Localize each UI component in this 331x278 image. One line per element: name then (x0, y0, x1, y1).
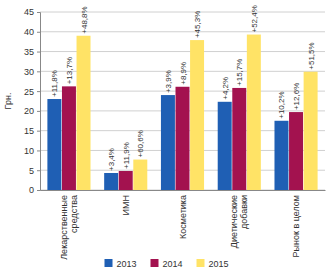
x-tick-label-line: Косметика (178, 195, 188, 239)
bar (47, 99, 61, 190)
legend-item: 2013 (105, 259, 137, 269)
x-tick-label-line: средства (69, 195, 79, 233)
legend-item: 2014 (151, 259, 183, 269)
bar (104, 173, 118, 190)
growth-label: +52,4% (250, 5, 259, 32)
y-tick-mark (37, 150, 40, 151)
growth-label: +60,6% (136, 130, 145, 157)
legend-label: 2014 (163, 259, 183, 269)
y-axis: 0 5 10 15 20 25 30 35 40 45 (24, 7, 41, 195)
x-tick-label: Рынок в целом (291, 195, 301, 257)
bar (161, 95, 175, 190)
growth-label: +10,2% (277, 91, 286, 118)
y-tick-mark (37, 52, 40, 53)
x-tick: Лекарственныесредства (59, 190, 79, 260)
bar (289, 112, 303, 190)
y-tick-mark (37, 111, 40, 112)
x-tick-label-line: ИМН (121, 195, 131, 215)
growth-label: +11,8% (50, 70, 59, 97)
y-tick: 25 (24, 86, 40, 96)
y-tick-label: 20 (24, 106, 34, 116)
growth-label: +8,9% (179, 62, 188, 85)
y-tick-label: 10 (24, 146, 34, 156)
growth-label: +51,5% (307, 42, 316, 69)
y-tick-label: 15 (24, 126, 34, 136)
x-tick-label-line: Диетические (229, 195, 239, 248)
bar (119, 171, 133, 190)
y-tick-mark (37, 91, 40, 92)
y-tick-mark (37, 131, 40, 132)
x-axis-line (41, 190, 326, 191)
x-axis: Лекарственныесредства ИМН Косметика Диетиче… (41, 190, 326, 260)
y-tick: 20 (24, 106, 40, 116)
legend-label: 2013 (117, 259, 137, 269)
bar (274, 121, 288, 190)
y-tick-label: 0 (29, 185, 34, 195)
x-tick: ИМН (121, 190, 131, 215)
bar (62, 86, 76, 190)
bar (133, 160, 147, 190)
legend: 2013 2014 2015 (105, 259, 229, 269)
growth-label: +4,2% (221, 77, 230, 100)
annotations: +11,8% +3,4% +3,9% +4,2% +10,2% +13,7% +11,9% +… (50, 5, 315, 171)
y-tick: 10 (24, 146, 40, 156)
bar (304, 72, 318, 190)
bar (190, 40, 204, 190)
x-tick-label: ИМН (121, 195, 131, 215)
y-tick-label: 35 (24, 47, 34, 57)
y-tick: 45 (24, 7, 40, 17)
y-axis-title: Грн. (3, 93, 13, 110)
bar (232, 88, 246, 190)
bar (176, 87, 190, 190)
y-tick: 15 (24, 126, 40, 136)
y-tick: 40 (24, 27, 40, 37)
x-tick-label-line: Рынок в целом (291, 195, 301, 257)
y-tick-label: 25 (24, 86, 34, 96)
growth-label: +15,7% (235, 59, 244, 86)
x-tick: Диетическиедобавки (229, 190, 249, 248)
grid (40, 12, 325, 190)
bar (247, 35, 261, 190)
x-tick-label: Диетическиедобавки (229, 195, 249, 248)
series (77, 35, 318, 190)
y-tick: 35 (24, 47, 40, 57)
y-tick-mark (37, 170, 40, 171)
growth-label: +11,9% (122, 142, 131, 169)
y-axis-line (37, 13, 41, 191)
y-tick-label: 30 (24, 67, 34, 77)
x-tick-label-line: Лекарственные (59, 195, 69, 260)
y-tick-label: 40 (24, 27, 34, 37)
growth-label: +48,8% (80, 6, 89, 33)
legend-label: 2015 (209, 259, 229, 269)
growth-label: +13,7% (65, 57, 74, 84)
y-tick: 5 (29, 166, 40, 176)
legend-swatch (197, 259, 205, 267)
bar (77, 36, 91, 190)
y-tick-label: 45 (24, 7, 34, 17)
growth-label: +45,3% (193, 11, 202, 38)
x-tick: Косметика (178, 190, 188, 239)
legend-item: 2015 (197, 259, 229, 269)
x-tick: Рынок в целом (291, 190, 301, 257)
plot: 051015202530354045+11,8%+3,4%+3,9%+4,2%+… (24, 5, 326, 260)
x-tick-label: Косметика (178, 195, 188, 239)
y-tick-mark (37, 12, 40, 13)
growth-label: +3,4% (107, 148, 116, 171)
y-tick-mark (37, 190, 40, 191)
x-tick-label-line: добавки (239, 195, 249, 229)
growth-label: +12,6% (292, 83, 301, 110)
legend-swatch (105, 259, 113, 267)
bar (218, 102, 232, 190)
y-tick: 30 (24, 67, 40, 77)
legend-swatch (151, 259, 159, 267)
y-tick: 0 (29, 185, 40, 195)
bars (47, 35, 317, 190)
y-tick-mark (37, 71, 40, 72)
series (62, 86, 303, 190)
y-tick-mark (37, 32, 40, 33)
chart: 051015202530354045+11,8%+3,4%+3,9%+4,2%+… (0, 0, 331, 278)
growth-label: +3,9% (164, 70, 173, 93)
y-tick-label: 5 (29, 166, 34, 176)
x-tick-label: Лекарственныесредства (59, 195, 79, 260)
